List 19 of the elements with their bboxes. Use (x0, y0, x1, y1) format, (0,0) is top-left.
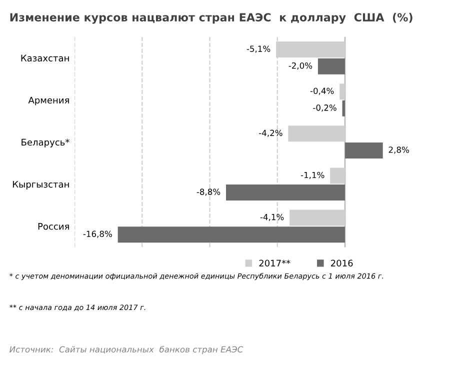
data-label: -8,8% (196, 188, 220, 196)
y-tick-label: Россия (38, 223, 69, 230)
legend-label: 2017** (259, 260, 290, 267)
data-label: -2,0% (288, 62, 312, 70)
y-tick-label: Кыргызстан (12, 180, 69, 190)
y-tick-label: Беларусь* (22, 138, 70, 148)
legend-label: 2016 (330, 260, 353, 267)
chart-title: Изменение курсов нацвалют стран ЕАЭС к доллару США (%) (10, 12, 412, 24)
data-label: -0,4% (310, 88, 334, 95)
y-tick-label: Армения (28, 96, 69, 106)
y-tick-label: Казахстан (21, 54, 69, 62)
data-label: -4,2% (259, 130, 282, 137)
text: Источник: Сайты национальных банков стран ЕАЭС (10, 346, 244, 354)
data-label: -5,1% (246, 46, 270, 53)
data-label: -16,8% (83, 230, 112, 238)
data-label: -1,1% (300, 172, 324, 179)
data-label: 2,8% (388, 146, 409, 154)
data-label: -4,1% (260, 214, 284, 222)
data-label: -0,2% (313, 104, 336, 112)
